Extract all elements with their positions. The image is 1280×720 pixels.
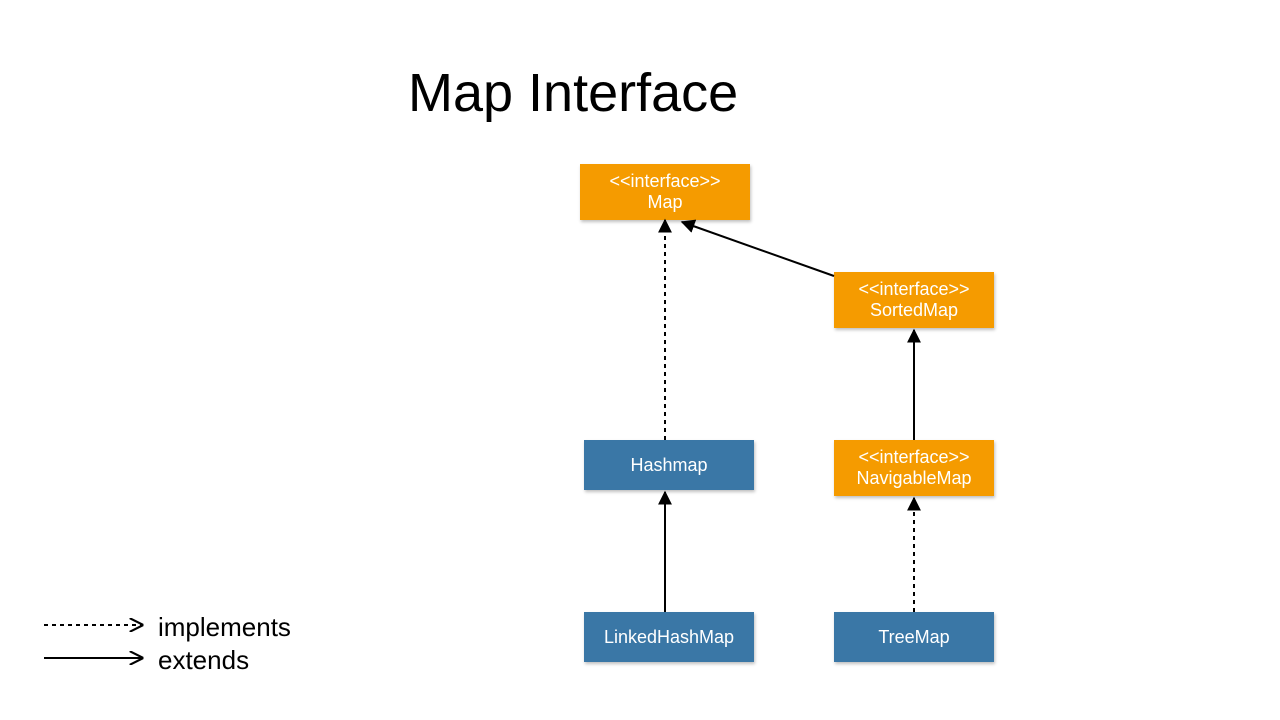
node-treemap: TreeMap: [834, 612, 994, 662]
node-label: SortedMap: [870, 300, 958, 321]
node-label: Hashmap: [630, 455, 707, 476]
edge-sortedmap-to-map: [682, 222, 834, 276]
node-stereotype: <<interface>>: [858, 279, 969, 300]
node-label: NavigableMap: [856, 468, 971, 489]
legend-implements-label: implements: [158, 612, 291, 643]
node-hashmap: Hashmap: [584, 440, 754, 490]
legend-extends-label: extends: [158, 645, 249, 676]
node-label: LinkedHashMap: [604, 627, 734, 648]
node-stereotype: <<interface>>: [609, 171, 720, 192]
node-linkedhashmap: LinkedHashMap: [584, 612, 754, 662]
node-label: TreeMap: [878, 627, 949, 648]
node-label: Map: [647, 192, 682, 213]
node-navigablemap: <<interface>>NavigableMap: [834, 440, 994, 496]
node-sortedmap: <<interface>>SortedMap: [834, 272, 994, 328]
node-map: <<interface>>Map: [580, 164, 750, 220]
node-stereotype: <<interface>>: [858, 447, 969, 468]
page-title: Map Interface: [408, 62, 738, 124]
